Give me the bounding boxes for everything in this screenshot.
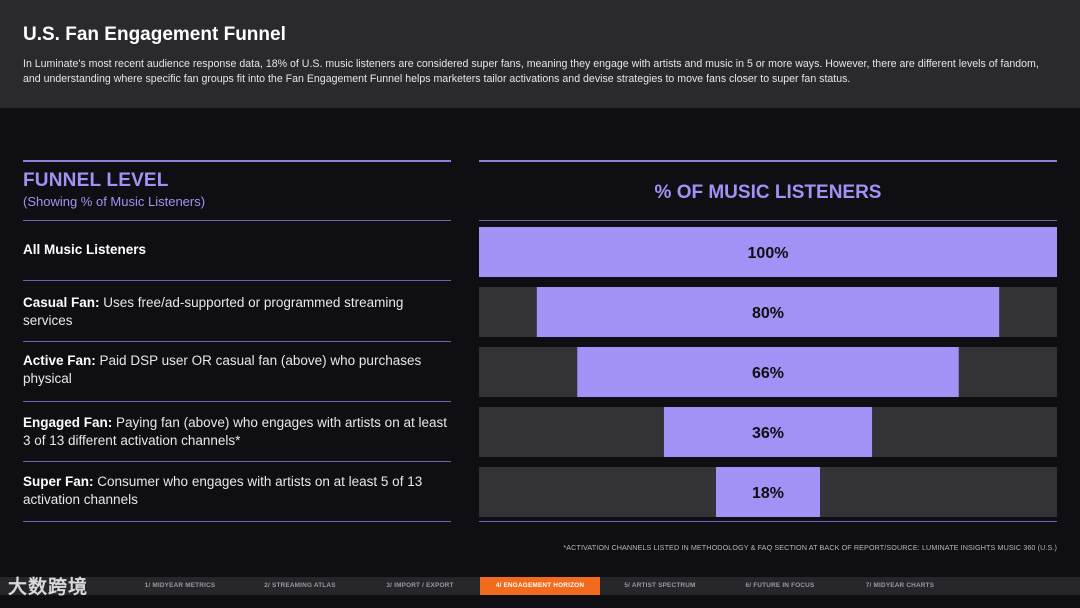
nav-item[interactable]: 4/ ENGAGEMENT HORIZON [480,577,600,595]
table-rule [23,341,451,342]
funnel-bar [536,287,1000,337]
chart-title: % OF MUSIC LISTENERS [654,182,882,203]
chart-rule [479,220,1057,221]
nav-item[interactable]: 3/ IMPORT / EXPORT [386,582,454,589]
table-rule [23,280,451,281]
page-description: In Luminate's most recent audience respo… [23,58,1039,85]
row-name: Casual Fan: [23,295,100,310]
table-rule [23,461,451,462]
chart-bottom-rule [479,521,1057,522]
table-top-rule [23,160,451,162]
funnel-bar [479,227,1057,277]
nav-item[interactable]: 2/ STREAMING ATLAS [264,582,336,589]
footnote: *ACTIVATION CHANNELS LISTED IN METHODOLO… [563,543,1057,552]
row-name: Super Fan: [23,474,94,489]
row-description: Paid DSP user OR casual fan (above) who … [23,353,422,386]
bar-value-label: 36% [752,425,784,442]
row-name: Active Fan: [23,353,96,368]
nav-item[interactable]: 7/ MIDYEAR CHARTS [865,582,935,589]
logo: 大数跨境 [8,577,89,598]
funnel-bar [663,407,873,457]
table-row: Active Fan: Paid DSP user OR casual fan … [23,352,451,388]
row-description: Paying fan (above) who engages with arti… [23,415,447,448]
page-title: U.S. Fan Engagement Funnel [23,24,286,45]
nav-item[interactable]: 5/ ARTIST SPECTRUM [624,582,696,589]
row-description: Uses free/ad-supported or programmed str… [23,295,404,328]
bar-value-label: 66% [752,365,784,382]
nav-item[interactable]: 1/ MIDYEAR METRICS [144,582,216,589]
table-rule [23,220,451,221]
funnel-bar [577,347,959,397]
bar-value-label: 80% [752,305,784,322]
row-name: Engaged Fan: [23,415,113,430]
funnel-level-subheading: (Showing % of Music Listeners) [23,194,206,209]
table-row: Casual Fan: Uses free/ad-supported or pr… [23,294,451,330]
bar-value-label: 100% [748,245,789,262]
bar-value-label: 18% [752,485,784,502]
header: U.S. Fan Engagement Funnel In Luminate's… [0,0,1080,108]
row-name: All Music Listeners [23,242,147,257]
table-rule [23,521,451,522]
table-rule [23,401,451,402]
table-row: All Music Listeners [23,241,451,259]
table-row: Engaged Fan: Paying fan (above) who enga… [23,414,451,450]
funnel-bar [715,467,821,517]
nav-item[interactable]: 6/ FUTURE IN FOCUS [745,582,815,589]
funnel-level-heading: FUNNEL LEVEL [23,170,169,191]
funnel-bars: 100% 80% 66% 36% 18% [479,227,1057,517]
row-description: Consumer who engages with artists on at … [23,474,423,507]
chart-top-rule [479,160,1057,162]
table-row: Super Fan: Consumer who engages with art… [23,473,451,509]
